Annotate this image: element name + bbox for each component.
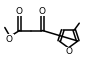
Text: O: O [39, 7, 46, 16]
Text: O: O [16, 7, 23, 16]
Text: O: O [6, 35, 13, 43]
Text: O: O [65, 48, 72, 56]
